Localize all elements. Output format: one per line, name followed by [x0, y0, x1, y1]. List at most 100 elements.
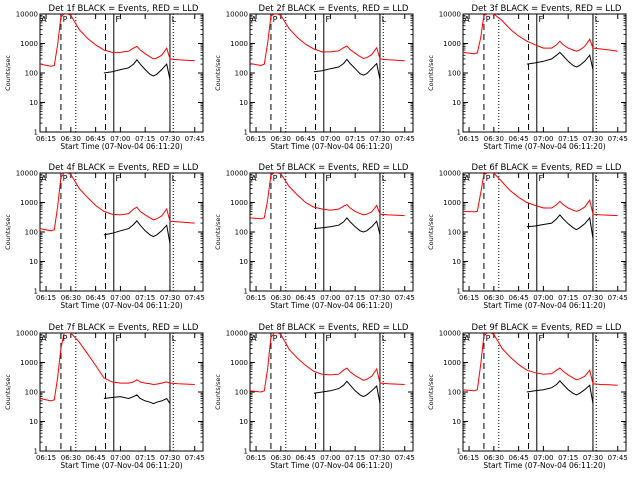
x-tick-label: 06:45 [296, 294, 316, 302]
state-marker: P [63, 174, 68, 183]
y-tick-label: 1 [34, 288, 38, 296]
chart-panel: Det 5f BLACK = Events, RED = LLD 1 10 100 10… [214, 163, 415, 310]
x-tick-label: 07:45 [608, 454, 628, 462]
chart-title: Det 7f BLACK = Events, RED = LLD [49, 323, 199, 333]
x-tick-label: 07:45 [608, 135, 628, 143]
state-marker: L [382, 174, 387, 183]
x-tick-label: 06:30 [61, 454, 81, 462]
x-tick-label: 07:45 [395, 294, 415, 302]
y-axis-label: Counts/sec [214, 55, 222, 91]
x-tick-label: 06:45 [509, 135, 529, 143]
chart-title: Det 6f BLACK = Events, RED = LLD [472, 163, 622, 173]
chart-panel: Det 9f BLACK = Events, RED = LLD 1 10 100 10… [427, 323, 628, 470]
series-line-red [40, 173, 195, 232]
series-line-black [526, 51, 594, 70]
y-axis-label: Counts/sec [4, 374, 12, 410]
x-tick-label: 07:30 [370, 294, 390, 302]
series-line-red [250, 173, 405, 220]
chart-title: Det 9f BLACK = Events, RED = LLD [472, 323, 622, 333]
x-tick-label: 06:30 [61, 294, 81, 302]
state-marker: F [538, 334, 543, 343]
x-tick-label: 07:15 [345, 454, 365, 462]
series-line-red [250, 14, 405, 67]
x-axis-label: Start Time (07-Nov-04 06:11:20) [270, 142, 392, 151]
chart-panel: Det 7f BLACK = Events, RED = LLD 1 10 100 10… [4, 323, 205, 470]
x-axis-label: Start Time (07-Nov-04 06:11:20) [483, 461, 605, 470]
series-line-black [313, 380, 381, 404]
x-tick-label: 06:30 [61, 135, 81, 143]
state-marker: A [251, 334, 257, 343]
x-tick-label: 07:00 [533, 294, 553, 302]
series-line-black [526, 380, 594, 404]
x-tick-label: 07:00 [320, 454, 340, 462]
y-tick-label: 10000 [16, 11, 38, 19]
y-tick-label: 1 [457, 448, 461, 456]
x-tick-label: 06:30 [484, 135, 504, 143]
chart-panel: Det 8f BLACK = Events, RED = LLD 1 10 100 10… [214, 323, 415, 470]
state-marker: L [382, 15, 387, 24]
y-tick-label: 10 [239, 99, 248, 107]
x-tick-label: 07:45 [185, 294, 205, 302]
y-tick-label: 10000 [439, 330, 461, 338]
y-tick-label: 1 [34, 448, 38, 456]
x-tick-label: 06:45 [86, 454, 106, 462]
x-tick-label: 06:15 [36, 454, 56, 462]
state-marker: A [251, 174, 257, 183]
y-tick-label: 1 [34, 129, 38, 137]
state-marker: P [486, 334, 491, 343]
chart-title: Det 8f BLACK = Events, RED = LLD [259, 323, 409, 333]
y-axis-label: Counts/sec [4, 214, 12, 250]
x-tick-label: 07:45 [608, 294, 628, 302]
x-tick-label: 07:30 [160, 135, 180, 143]
x-tick-label: 07:00 [320, 135, 340, 143]
x-tick-label: 06:45 [509, 454, 529, 462]
plot-frame [462, 13, 627, 133]
series-line-red [250, 333, 405, 393]
x-tick-label: 07:45 [395, 135, 415, 143]
x-tick-label: 06:15 [246, 454, 266, 462]
state-marker: F [325, 15, 330, 24]
chart-panel: Det 1f BLACK = Events, RED = LLD 1 10 100 10… [4, 4, 205, 151]
x-tick-label: 06:45 [296, 454, 316, 462]
y-tick-label: 100 [448, 70, 461, 78]
state-marker: P [486, 15, 491, 24]
x-tick-label: 06:30 [484, 294, 504, 302]
y-tick-label: 1000 [443, 40, 461, 48]
series-line-black [313, 217, 381, 236]
state-marker: F [538, 15, 543, 24]
x-axis-label: Start Time (07-Nov-04 06:11:20) [270, 461, 392, 470]
y-tick-label: 10 [452, 258, 461, 266]
x-tick-label: 07:15 [558, 454, 578, 462]
x-tick-label: 06:45 [509, 294, 529, 302]
y-tick-label: 1 [457, 288, 461, 296]
x-tick-label: 06:15 [459, 294, 479, 302]
series-line-black [313, 58, 381, 80]
plot-frame [249, 13, 414, 133]
y-tick-label: 1 [457, 129, 461, 137]
x-tick-label: 07:15 [135, 294, 155, 302]
state-marker: P [273, 174, 278, 183]
x-tick-label: 06:30 [271, 294, 291, 302]
y-tick-label: 10000 [16, 170, 38, 178]
y-tick-label: 10 [239, 418, 248, 426]
y-tick-label: 100 [448, 389, 461, 397]
x-tick-label: 07:15 [135, 454, 155, 462]
y-tick-label: 10 [29, 418, 38, 426]
plot-frame [39, 332, 204, 452]
y-tick-label: 10 [239, 258, 248, 266]
state-marker: F [325, 334, 330, 343]
x-tick-label: 07:30 [160, 294, 180, 302]
x-tick-label: 07:45 [185, 454, 205, 462]
x-tick-label: 07:00 [533, 135, 553, 143]
x-tick-label: 06:15 [246, 294, 266, 302]
x-axis-label: Start Time (07-Nov-04 06:11:20) [60, 461, 182, 470]
series-line-black [103, 58, 171, 80]
x-tick-label: 07:30 [370, 454, 390, 462]
series-line-black [103, 220, 171, 244]
x-tick-label: 06:30 [271, 135, 291, 143]
series-line-red [40, 14, 195, 67]
y-tick-label: 10 [29, 99, 38, 107]
x-tick-label: 07:00 [110, 294, 130, 302]
y-tick-label: 100 [25, 70, 38, 78]
